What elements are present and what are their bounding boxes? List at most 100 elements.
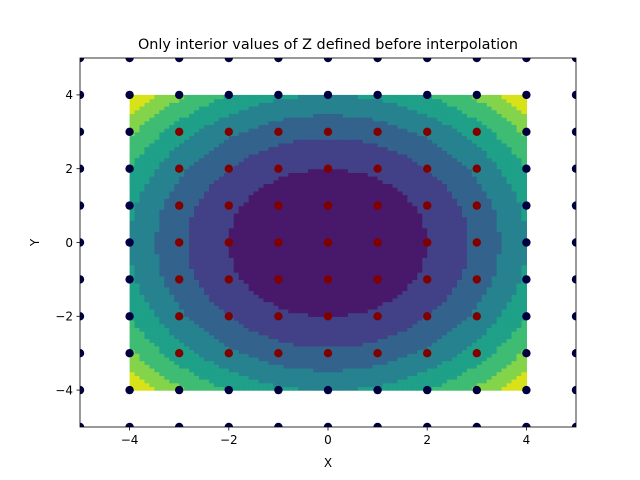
contour-cell: [243, 364, 250, 369]
contour-cell: [422, 356, 428, 362]
contour-cell: [303, 117, 309, 122]
contour-cell: [213, 345, 220, 351]
contour-cell: [139, 117, 146, 122]
contour-cell: [347, 323, 354, 328]
contour-cell: [402, 286, 408, 292]
contour-cell: [417, 308, 423, 314]
contour-cell: [194, 312, 200, 317]
contour-cell: [228, 253, 235, 258]
contour-cell: [412, 98, 418, 103]
contour-cell: [273, 231, 279, 236]
contour-cell: [139, 187, 146, 192]
contour-cell: [218, 238, 225, 244]
contour-cell: [397, 187, 403, 192]
contour-cell: [362, 102, 369, 107]
contour-cell: [392, 279, 399, 284]
contour-cell: [169, 260, 175, 266]
contour-cell: [332, 345, 339, 351]
contour-cell: [422, 176, 428, 181]
contour-cell: [248, 120, 255, 126]
contour-cell: [243, 367, 250, 373]
contour-cell: [164, 283, 170, 288]
contour-cell: [204, 190, 210, 196]
contour-cell: [352, 176, 359, 181]
contour-cell: [342, 109, 349, 114]
contour-cell: [303, 283, 309, 288]
contour-cell: [218, 131, 225, 137]
contour-cell: [402, 194, 408, 199]
contour-cell: [129, 345, 136, 351]
contour-cell: [422, 113, 428, 118]
contour-cell: [223, 331, 230, 336]
contour-cell: [169, 109, 175, 114]
contour-cell: [263, 220, 270, 225]
contour-cell: [367, 168, 374, 173]
contour-cell: [397, 294, 403, 299]
contour-cell: [372, 360, 379, 365]
contour-cell: [159, 338, 165, 343]
contour-cell: [258, 153, 265, 159]
contour-cell: [194, 150, 200, 155]
contour-cell: [308, 124, 314, 129]
contour-cell: [134, 94, 141, 100]
contour-cell: [382, 379, 389, 384]
contour-cell: [159, 153, 165, 159]
contour-cell: [397, 275, 403, 280]
contour-cell: [357, 356, 364, 362]
contour-cell: [382, 353, 389, 358]
contour-cell: [432, 249, 438, 255]
contour-cell: [347, 157, 354, 162]
contour-cell: [397, 353, 403, 358]
contour-cell: [303, 209, 309, 214]
contour-cell: [417, 113, 423, 118]
contour-cell: [164, 334, 170, 340]
contour-cell: [258, 187, 265, 192]
contour-cell: [377, 360, 384, 365]
contour-cell: [392, 286, 399, 292]
contour-cell: [377, 212, 384, 218]
contour-cell: [248, 94, 255, 100]
contour-cell: [437, 342, 443, 347]
contour-cell: [347, 297, 354, 303]
contour-cell: [258, 297, 265, 303]
contour-cell: [213, 342, 220, 347]
contour-cell: [164, 153, 170, 159]
contour-cell: [342, 242, 349, 247]
contour-cell: [298, 249, 304, 255]
contour-cell: [194, 102, 200, 107]
contour-cell: [377, 382, 384, 388]
contour-cell: [288, 349, 294, 354]
contour-cell: [392, 161, 399, 166]
contour-cell: [258, 272, 265, 277]
contour-cell: [179, 235, 185, 240]
contour-cell: [432, 316, 438, 321]
contour-cell: [218, 371, 225, 376]
contour-cell: [258, 135, 265, 140]
contour-cell: [213, 319, 220, 325]
contour-cell: [233, 268, 240, 273]
contour-cell: [258, 146, 265, 151]
contour-cell: [273, 367, 279, 373]
contour-cell: [164, 319, 170, 325]
contour-cell: [402, 327, 408, 332]
contour-cell: [392, 371, 399, 376]
contour-cell: [432, 353, 438, 358]
contour-cell: [432, 120, 438, 126]
contour-cell: [179, 161, 185, 166]
contour-cell: [243, 283, 250, 288]
contour-cell: [337, 161, 344, 166]
contour-cell: [392, 117, 399, 122]
contour-cell: [248, 360, 255, 365]
contour-cell: [243, 190, 250, 196]
contour-cell: [154, 128, 160, 133]
contour-cell: [194, 176, 200, 181]
contour-cell: [293, 165, 299, 170]
contour-cell: [332, 308, 339, 314]
contour-cell: [372, 246, 379, 251]
contour-cell: [208, 375, 215, 380]
contour-cell: [387, 109, 394, 114]
contour-cell: [362, 139, 369, 144]
contour-cell: [308, 131, 314, 137]
contour-cell: [149, 375, 155, 380]
contour-cell: [139, 345, 146, 351]
